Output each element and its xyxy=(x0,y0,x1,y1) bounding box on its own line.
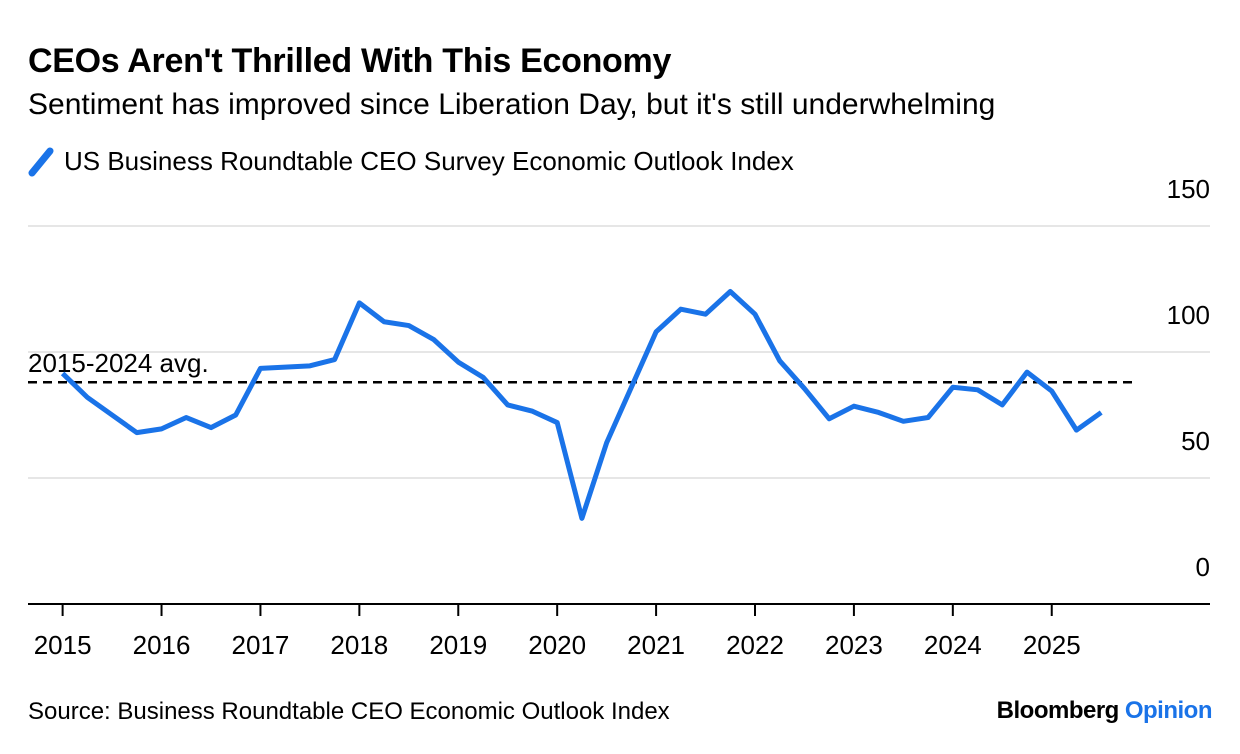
data-point-0-42 xyxy=(1099,410,1104,415)
data-point-0-23 xyxy=(629,385,634,390)
data-point-0-34 xyxy=(901,419,906,424)
brand-primary: Bloomberg xyxy=(996,697,1120,724)
x-tick-label-2018: 2018 xyxy=(330,630,388,660)
data-point-0-5 xyxy=(184,415,189,420)
data-point-0-2 xyxy=(110,413,115,418)
x-tick-label-2021: 2021 xyxy=(627,630,685,660)
source-note: Source: Business Roundtable CEO Economic… xyxy=(28,698,670,725)
legend: US Business Roundtable CEO Survey Econom… xyxy=(28,146,794,177)
data-point-0-39 xyxy=(1025,370,1030,375)
data-point-0-31 xyxy=(827,416,832,421)
y-tick-label-150: 150 xyxy=(1167,174,1210,204)
chart-subtitle: Sentiment has improved since Liberation … xyxy=(28,88,996,121)
data-point-0-11 xyxy=(332,357,337,362)
data-point-0-27 xyxy=(728,289,733,294)
data-point-0-37 xyxy=(975,387,980,392)
y-tick-label-50: 50 xyxy=(1181,426,1210,456)
data-point-0-1 xyxy=(85,395,90,400)
data-point-0-19 xyxy=(530,409,535,414)
data-point-0-9 xyxy=(283,365,288,370)
brand-logo: Bloomberg Opinion xyxy=(996,697,1213,725)
data-point-0-33 xyxy=(876,410,881,415)
data-point-0-16 xyxy=(456,360,461,365)
x-tick-label-2017: 2017 xyxy=(232,630,290,660)
data-point-0-14 xyxy=(406,323,411,328)
data-point-0-26 xyxy=(703,312,708,317)
y-tick-label-0: 0 xyxy=(1196,552,1210,582)
x-tick-label-2025: 2025 xyxy=(1023,630,1081,660)
y-tick-label-100: 100 xyxy=(1167,300,1210,330)
brand-secondary: Opinion xyxy=(1124,697,1213,724)
x-tick-label-2016: 2016 xyxy=(133,630,191,660)
data-point-0-41 xyxy=(1074,428,1079,433)
line-swatch-icon xyxy=(28,147,54,176)
data-point-0-40 xyxy=(1049,389,1054,394)
data-point-0-28 xyxy=(753,312,758,317)
x-tick-label-2019: 2019 xyxy=(429,630,487,660)
data-point-0-22 xyxy=(604,440,609,445)
data-point-0-15 xyxy=(431,337,436,342)
data-point-0-10 xyxy=(307,363,312,368)
data-point-0-25 xyxy=(678,307,683,312)
data-point-0-7 xyxy=(233,413,238,418)
data-point-0-36 xyxy=(950,385,955,390)
data-point-0-38 xyxy=(1000,402,1005,407)
data-point-0-4 xyxy=(159,426,164,431)
x-tick-label-2022: 2022 xyxy=(726,630,784,660)
reference-line-label: 2015-2024 avg. xyxy=(28,348,209,378)
series-line-0 xyxy=(60,289,1103,521)
data-point-0-30 xyxy=(802,386,807,391)
x-tick-label-2020: 2020 xyxy=(528,630,586,660)
data-point-0-13 xyxy=(382,319,387,324)
data-point-0-6 xyxy=(208,425,213,430)
data-point-0-24 xyxy=(654,329,659,334)
data-point-0-3 xyxy=(134,430,139,435)
data-point-0-12 xyxy=(357,300,362,305)
data-point-0-29 xyxy=(777,358,782,363)
x-tick-label-2024: 2024 xyxy=(924,630,982,660)
data-point-0-35 xyxy=(926,415,931,420)
data-point-0-17 xyxy=(480,375,485,380)
x-tick-label-2023: 2023 xyxy=(825,630,883,660)
data-point-0-8 xyxy=(258,366,263,371)
legend-label: US Business Roundtable CEO Survey Econom… xyxy=(64,146,794,176)
data-point-0-0 xyxy=(60,371,65,376)
data-point-0-32 xyxy=(851,404,856,409)
data-point-0-21 xyxy=(579,516,584,521)
data-point-0-18 xyxy=(505,402,510,407)
data-point-0-20 xyxy=(555,420,560,425)
x-tick-label-2015: 2015 xyxy=(34,630,92,660)
chart-title: CEOs Aren't Thrilled With This Economy xyxy=(28,42,672,80)
